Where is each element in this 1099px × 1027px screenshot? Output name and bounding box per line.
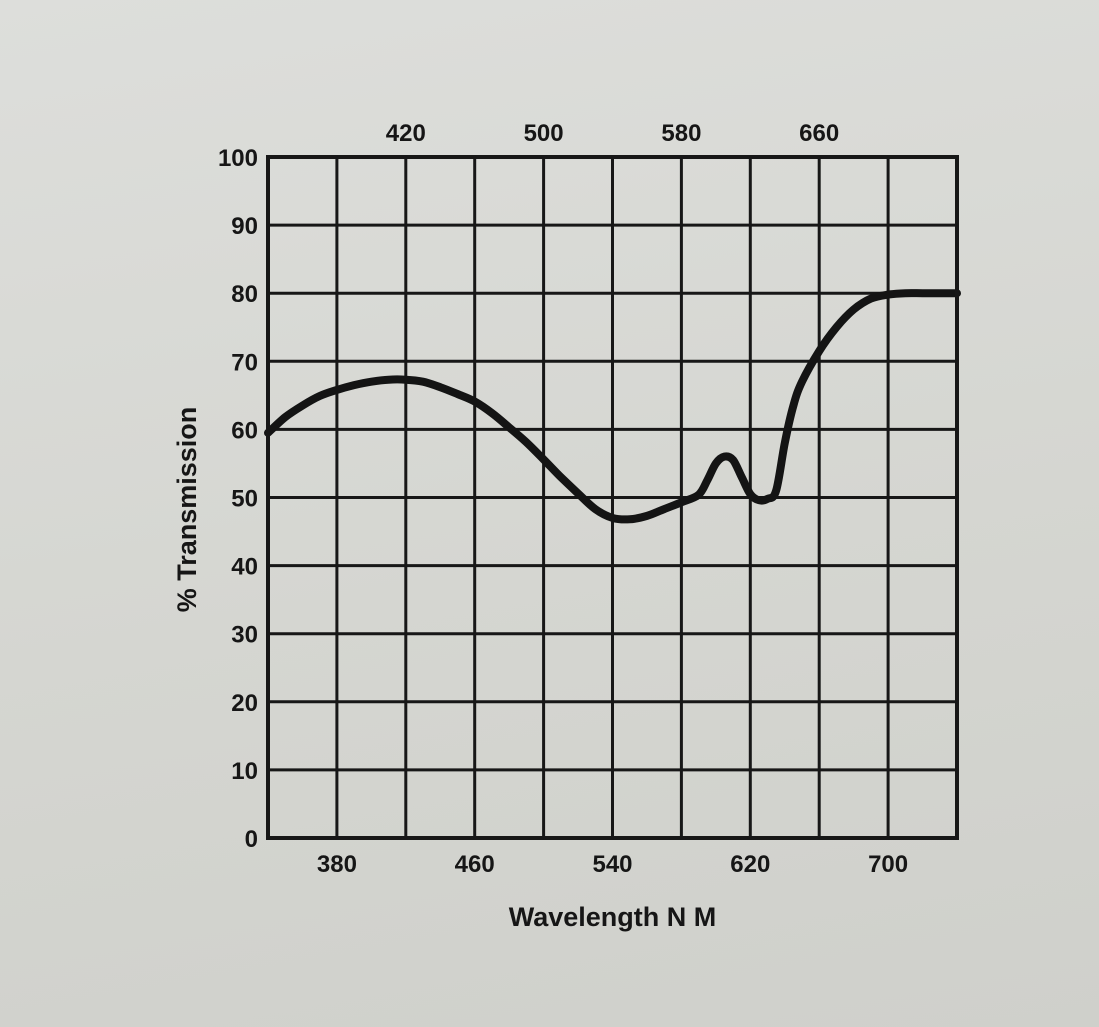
y-tick-label: 100 xyxy=(218,145,258,172)
y-axis-title: % Transmission xyxy=(172,407,202,613)
y-tick-label: 0 xyxy=(245,826,258,853)
x-tick-label-bottom: 540 xyxy=(592,851,632,878)
y-tick-label: 50 xyxy=(231,486,258,513)
y-tick-label: 90 xyxy=(231,213,258,240)
transmission-curve xyxy=(264,289,961,524)
x-tick-label-bottom: 380 xyxy=(317,851,357,878)
x-tick-label-bottom: 460 xyxy=(455,851,495,878)
y-tick-label: 60 xyxy=(231,417,258,444)
y-tick-label: 70 xyxy=(231,349,258,376)
tick-labels: 0 10 20 30 40 50 60 70 80 90 100 380 460 540 620 700 420… xyxy=(218,120,908,878)
y-tick-label: 10 xyxy=(231,758,258,785)
plot-frame xyxy=(266,155,959,840)
series-layer xyxy=(264,289,961,524)
x-tick-label-bottom: 700 xyxy=(868,851,908,878)
x-tick-label-top: 580 xyxy=(661,120,701,147)
y-tick-label: 20 xyxy=(231,690,258,717)
x-tick-label-top: 500 xyxy=(524,120,564,147)
y-tick-label: 30 xyxy=(231,622,258,649)
x-tick-label-top: 660 xyxy=(799,120,839,147)
x-tick-label-top: 420 xyxy=(386,120,426,147)
x-tick-label-bottom: 620 xyxy=(730,851,770,878)
y-tick-label: 80 xyxy=(231,281,258,308)
y-tick-label: 40 xyxy=(231,554,258,581)
grid xyxy=(268,157,957,838)
x-axis-title: Wavelength N M xyxy=(509,902,717,932)
